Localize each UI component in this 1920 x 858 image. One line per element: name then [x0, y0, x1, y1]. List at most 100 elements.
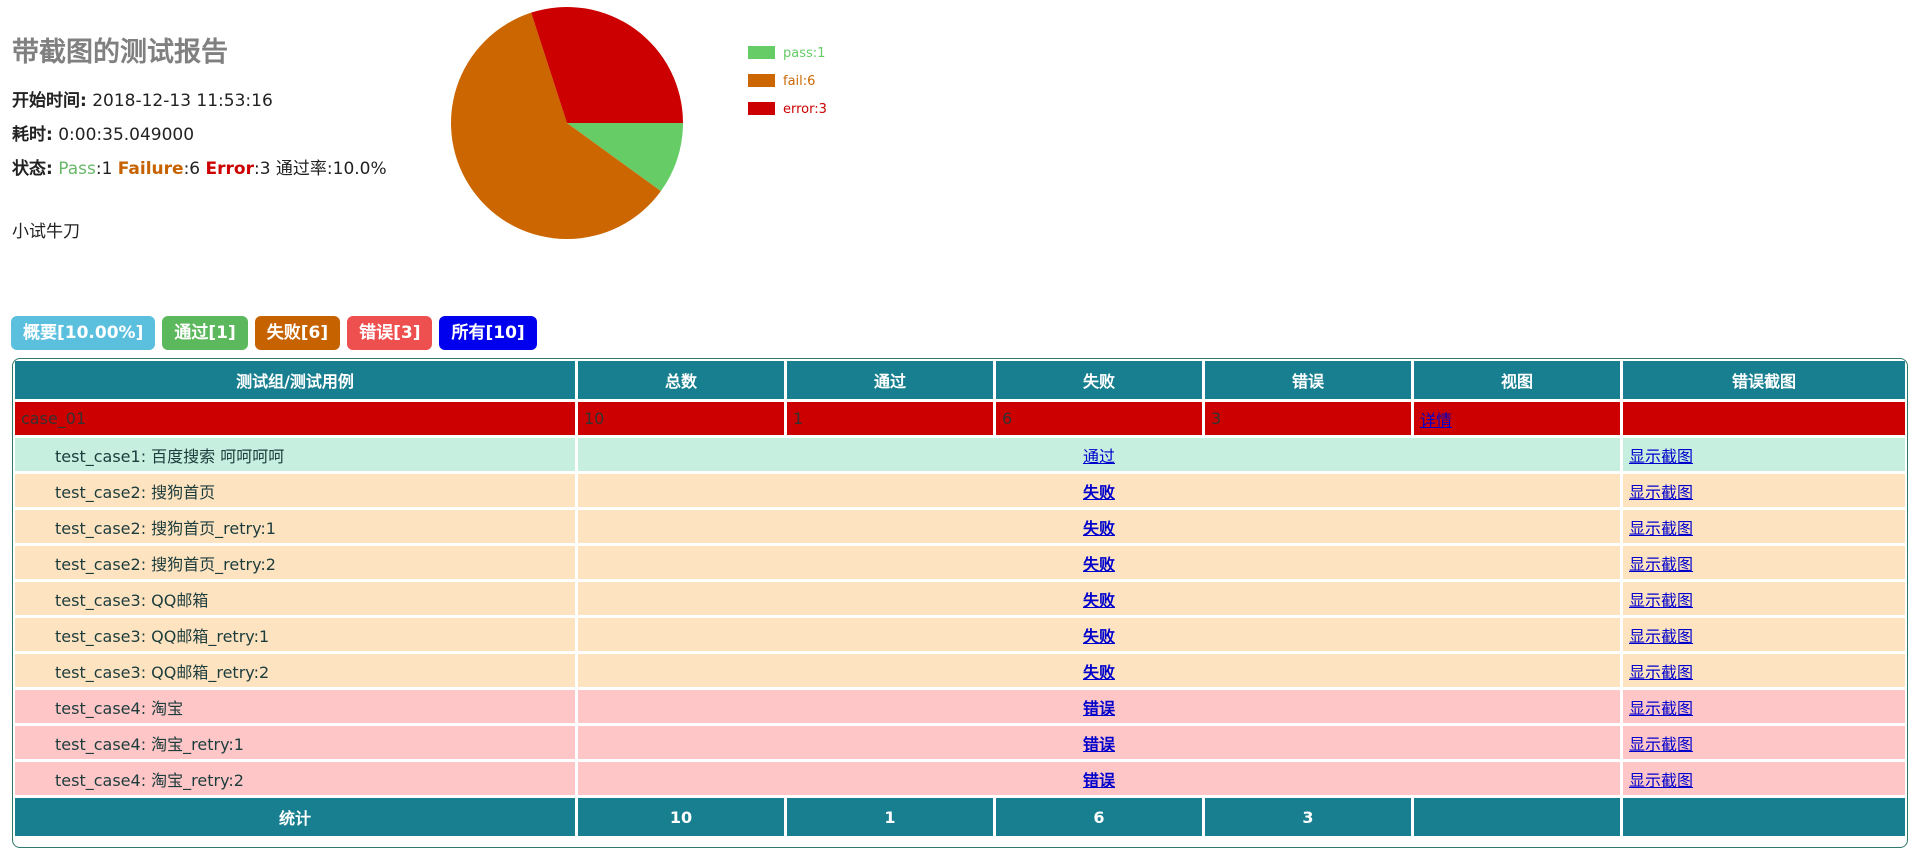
- footer-screenshot: [1623, 798, 1905, 836]
- status-link[interactable]: 失败: [1082, 518, 1115, 538]
- table-row: test_case2: 搜狗首页 失败 显示截图: [15, 474, 1905, 507]
- footer-total: 10: [578, 798, 784, 836]
- case-status-cell: 错误: [578, 762, 1620, 795]
- show-screenshot-link[interactable]: 显示截图: [1629, 518, 1694, 538]
- group-view: 详情: [1414, 402, 1620, 435]
- show-screenshot-link[interactable]: 显示截图: [1629, 446, 1694, 466]
- status-line: 状态: Pass:1 Failure:6 Error:3 通过率:10.0%: [12, 154, 387, 179]
- group-total: 10: [578, 402, 784, 435]
- screenshot-cell: 显示截图: [1623, 690, 1905, 723]
- status-link[interactable]: 失败: [1082, 482, 1115, 502]
- filter-button-0[interactable]: 概要[10.00%]: [11, 316, 156, 350]
- legend-swatch: [748, 102, 775, 115]
- status-link[interactable]: 失败: [1082, 554, 1115, 574]
- screenshot-cell: 显示截图: [1623, 510, 1905, 543]
- screenshot-cell: 显示截图: [1623, 546, 1905, 579]
- status-link[interactable]: 错误: [1082, 770, 1115, 790]
- case-name: test_case3: QQ邮箱_retry:2: [15, 654, 575, 687]
- case-name: test_case4: 淘宝_retry:1: [15, 726, 575, 759]
- table-row: test_case4: 淘宝_retry:1 错误 显示截图: [15, 726, 1905, 759]
- legend-item: error:3: [748, 102, 827, 130]
- screenshot-cell: 显示截图: [1623, 438, 1905, 471]
- table-row: test_case3: QQ邮箱_retry:2 失败 显示截图: [15, 654, 1905, 687]
- error-label: Error: [205, 159, 254, 179]
- case-name: test_case4: 淘宝: [15, 690, 575, 723]
- group-screenshot: [1623, 402, 1905, 435]
- pie-chart: [451, 6, 683, 239]
- pie-slice-pass: [567, 123, 683, 192]
- result-table: 测试组/测试用例 总数 通过 失败 错误 视图 错误截图 case_01 10 1 6 3 …: [13, 359, 1907, 839]
- duration-value: 0:00:35.049000: [58, 125, 195, 145]
- group-row: case_01 10 1 6 3 详情: [15, 402, 1905, 435]
- fail-value: :6: [183, 159, 201, 179]
- show-screenshot-link[interactable]: 显示截图: [1629, 554, 1694, 574]
- case-name: test_case2: 搜狗首页_retry:1: [15, 510, 575, 543]
- table-row: test_case2: 搜狗首页_retry:1 失败 显示截图: [15, 510, 1905, 543]
- legend-swatch: [748, 74, 775, 87]
- column-header: 视图: [1414, 361, 1620, 399]
- filter-button-1[interactable]: 通过[1]: [162, 316, 248, 350]
- case-status-cell: 通过: [578, 438, 1620, 471]
- column-header: 总数: [578, 361, 784, 399]
- table-row: test_case4: 淘宝 错误 显示截图: [15, 690, 1905, 723]
- legend-label: fail:6: [783, 74, 816, 89]
- screenshot-cell: 显示截图: [1623, 474, 1905, 507]
- status-link[interactable]: 错误: [1082, 734, 1115, 754]
- column-header: 测试组/测试用例: [15, 361, 575, 399]
- case-name: test_case1: 百度搜索 呵呵呵呵: [15, 438, 575, 471]
- group-fail: 6: [996, 402, 1202, 435]
- show-screenshot-link[interactable]: 显示截图: [1629, 734, 1694, 754]
- page-title: 带截图的测试报告: [12, 37, 228, 68]
- screenshot-cell: 显示截图: [1623, 654, 1905, 687]
- error-value: :3: [253, 159, 271, 179]
- table-header-row: 测试组/测试用例 总数 通过 失败 错误 视图 错误截图: [15, 361, 1905, 399]
- pie-slice-error: [531, 6, 683, 123]
- footer-row: 统计 10 1 6 3: [15, 798, 1905, 836]
- case-name: test_case2: 搜狗首页: [15, 474, 575, 507]
- footer-label: 统计: [15, 798, 575, 836]
- status-link[interactable]: 失败: [1082, 590, 1115, 610]
- table-row: test_case3: QQ邮箱_retry:1 失败 显示截图: [15, 618, 1905, 651]
- case-status-cell: 失败: [578, 618, 1620, 651]
- table-row: test_case1: 百度搜索 呵呵呵呵 通过 显示截图: [15, 438, 1905, 471]
- start-time-value: 2018-12-13 11:53:16: [92, 91, 273, 111]
- table-row: test_case4: 淘宝_retry:2 错误 显示截图: [15, 762, 1905, 795]
- show-screenshot-link[interactable]: 显示截图: [1629, 662, 1694, 682]
- show-screenshot-link[interactable]: 显示截图: [1629, 482, 1694, 502]
- filter-buttons: 概要[10.00%] 通过[1] 失败[6] 错误[3] 所有[10]: [11, 316, 537, 350]
- screenshot-cell: 显示截图: [1623, 726, 1905, 759]
- column-header: 错误: [1205, 361, 1411, 399]
- pie-slice-fail: [451, 12, 661, 239]
- status-link[interactable]: 失败: [1082, 662, 1115, 682]
- start-time: 开始时间: 2018-12-13 11:53:16: [12, 86, 273, 111]
- status-link[interactable]: 错误: [1082, 698, 1115, 718]
- result-table-container: 测试组/测试用例 总数 通过 失败 错误 视图 错误截图 case_01 10 1 6 3 …: [12, 358, 1908, 848]
- show-screenshot-link[interactable]: 显示截图: [1629, 698, 1694, 718]
- legend-label: pass:1: [783, 46, 826, 61]
- show-screenshot-link[interactable]: 显示截图: [1629, 590, 1694, 610]
- filter-button-2[interactable]: 失败[6]: [254, 316, 341, 350]
- case-name: test_case3: QQ邮箱_retry:1: [15, 618, 575, 651]
- show-screenshot-link[interactable]: 显示截图: [1629, 626, 1694, 646]
- filter-button-3[interactable]: 错误[3]: [347, 316, 433, 350]
- pass-label: Pass: [58, 159, 96, 179]
- chart-legend: pass:1 fail:6 error:3: [748, 46, 827, 130]
- show-screenshot-link[interactable]: 显示截图: [1629, 770, 1694, 790]
- status-link[interactable]: 失败: [1082, 626, 1115, 646]
- description: 小试牛刀: [12, 222, 80, 242]
- footer-error: 3: [1205, 798, 1411, 836]
- table-row: test_case3: QQ邮箱 失败 显示截图: [15, 582, 1905, 615]
- legend-label: error:3: [783, 102, 827, 117]
- footer-fail: 6: [996, 798, 1202, 836]
- status-link[interactable]: 通过: [1082, 446, 1115, 466]
- filter-button-4[interactable]: 所有[10]: [439, 316, 537, 350]
- column-header: 错误截图: [1623, 361, 1905, 399]
- detail-link[interactable]: 详情: [1420, 410, 1453, 430]
- legend-item: pass:1: [748, 46, 827, 74]
- case-status-cell: 失败: [578, 582, 1620, 615]
- footer-view: [1414, 798, 1620, 836]
- start-time-label: 开始时间:: [12, 91, 87, 111]
- group-pass: 1: [787, 402, 993, 435]
- duration: 耗时: 0:00:35.049000: [12, 120, 194, 145]
- column-header: 通过: [787, 361, 993, 399]
